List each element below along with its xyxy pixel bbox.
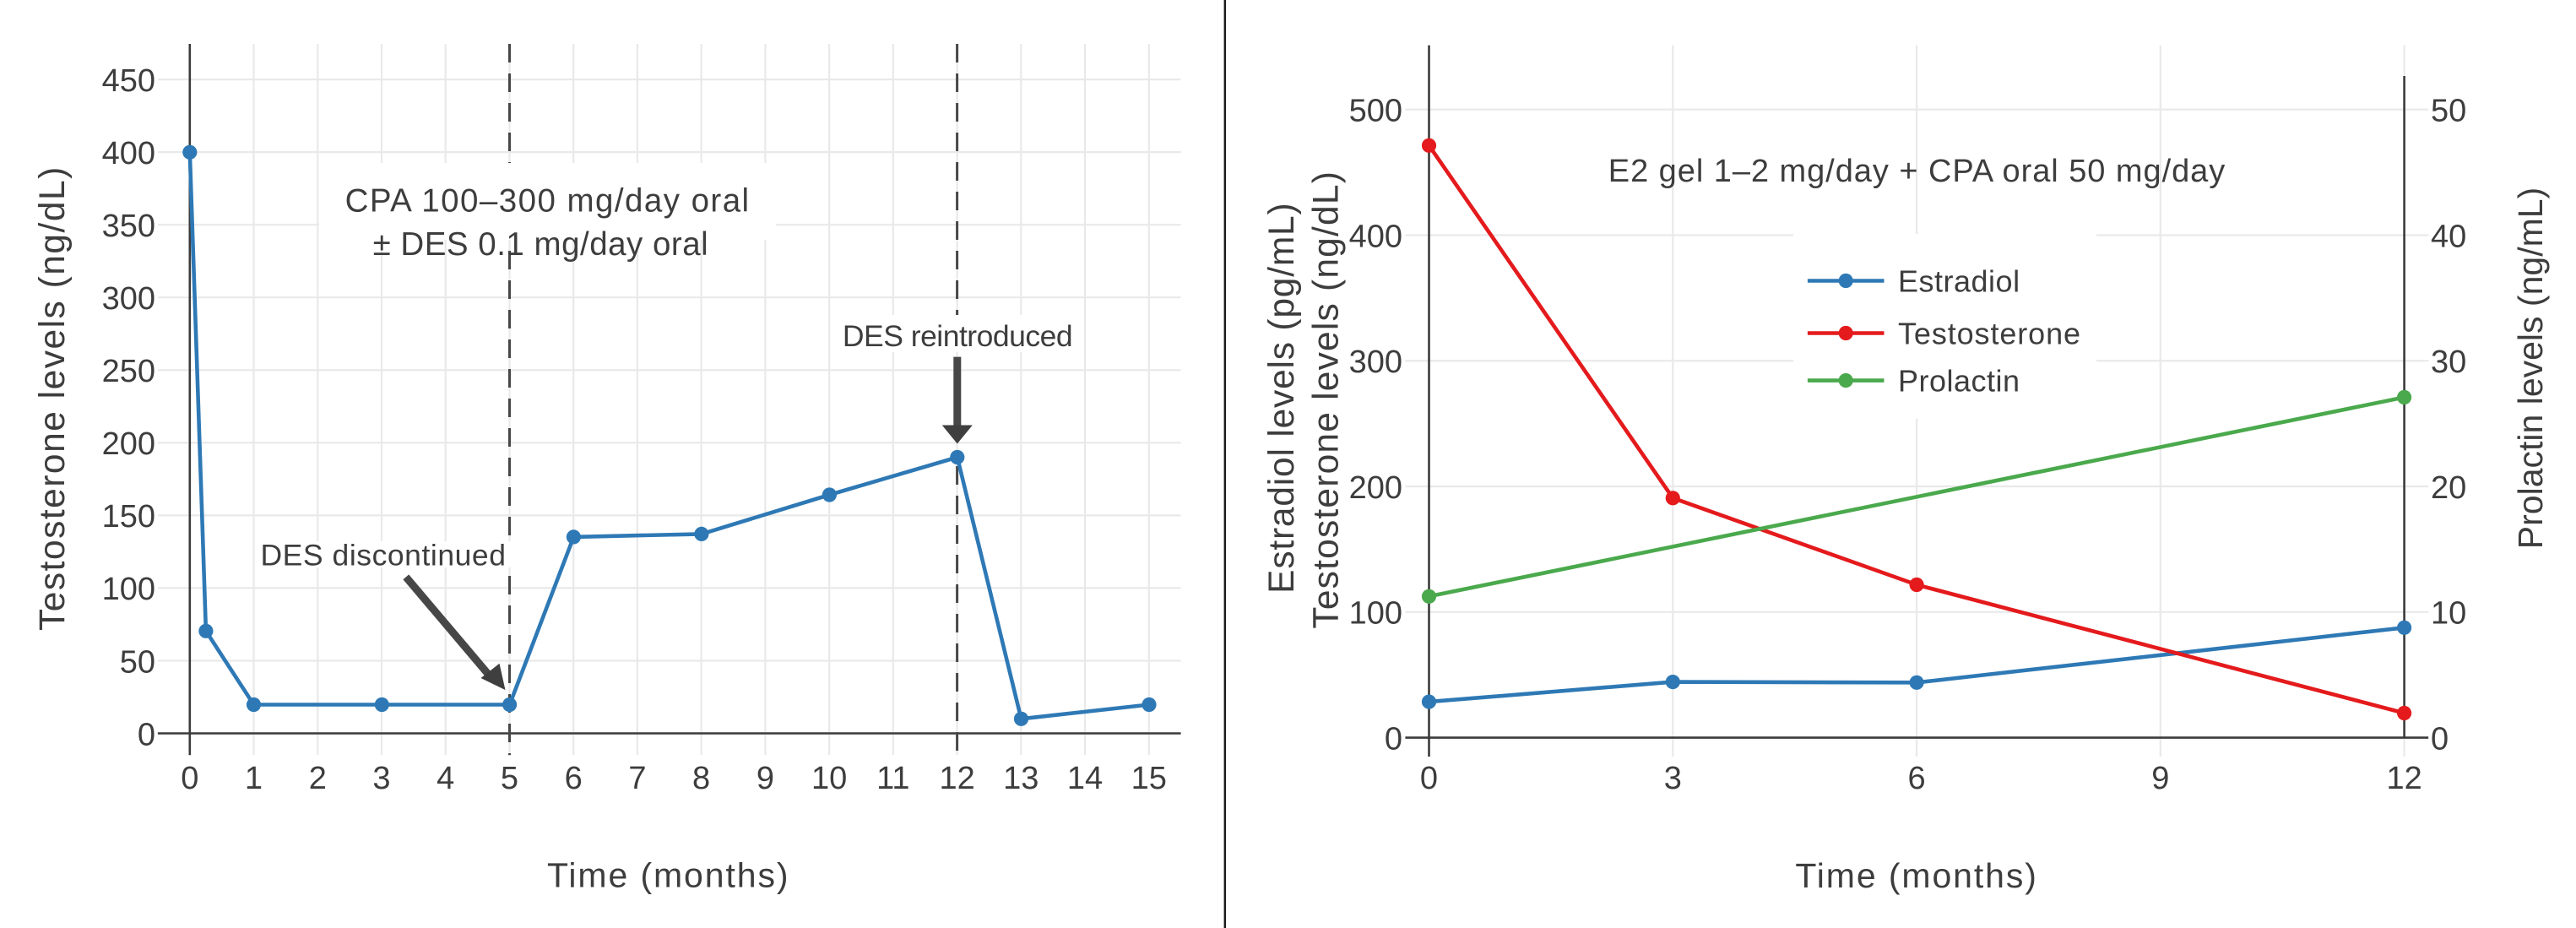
svg-text:200: 200 [102,426,155,462]
svg-text:2: 2 [309,761,327,796]
svg-text:4: 4 [437,761,454,796]
svg-text:E2 gel 1–2 mg/day + CPA oral 5: E2 gel 1–2 mg/day + CPA oral 50 mg/day [1608,154,2226,189]
svg-text:CPA 100–300 mg/day oral: CPA 100–300 mg/day oral [345,182,751,219]
svg-text:Prolactin: Prolactin [1898,364,2020,399]
svg-text:30: 30 [2431,345,2466,380]
svg-text:Prolactin levels (ng/mL): Prolactin levels (ng/mL) [2511,187,2550,549]
svg-text:0: 0 [1385,721,1402,757]
svg-text:10: 10 [2431,596,2466,632]
svg-text:7: 7 [628,761,646,796]
svg-text:14: 14 [1067,761,1103,796]
svg-text:50: 50 [2431,94,2466,129]
svg-text:40: 40 [2431,219,2466,254]
svg-text:450: 450 [102,63,155,99]
svg-text:500: 500 [1349,94,1402,129]
svg-text:Testosterone levels (ng/dL): Testosterone levels (ng/dL) [33,166,73,631]
svg-text:Testosterone levels (ng/dL): Testosterone levels (ng/dL) [1307,171,1347,629]
svg-text:Estradiol levels (pg/mL): Estradiol levels (pg/mL) [1262,203,1302,594]
svg-text:12: 12 [2386,761,2421,796]
svg-text:Time (months): Time (months) [1795,856,2037,895]
svg-text:0: 0 [138,717,155,752]
svg-text:50: 50 [120,644,155,680]
svg-text:3: 3 [1664,761,1682,796]
svg-text:9: 9 [757,761,774,796]
svg-text:13: 13 [1003,761,1039,796]
svg-text:350: 350 [102,209,155,244]
svg-text:0: 0 [1420,761,1438,796]
svg-text:DES reintroduced: DES reintroduced [843,319,1072,353]
svg-text:20: 20 [2431,470,2466,506]
svg-text:3: 3 [372,761,390,796]
svg-text:150: 150 [102,499,155,535]
svg-text:5: 5 [501,761,518,796]
svg-text:10: 10 [811,761,847,796]
svg-text:250: 250 [102,354,155,389]
svg-text:8: 8 [692,761,710,796]
svg-text:DES discontinued: DES discontinued [261,539,507,573]
svg-text:300: 300 [1349,345,1402,380]
svg-text:Time (months): Time (months) [547,856,789,895]
svg-text:Testosterone: Testosterone [1898,317,2081,351]
svg-text:400: 400 [1349,219,1402,254]
svg-text:± DES 0.1 mg/day oral: ± DES 0.1 mg/day oral [373,226,709,263]
svg-text:1: 1 [245,761,263,796]
svg-text:11: 11 [876,761,909,796]
svg-text:Estradiol: Estradiol [1898,264,2020,299]
svg-text:0: 0 [2431,721,2449,757]
svg-text:300: 300 [102,281,155,317]
svg-text:15: 15 [1131,761,1167,796]
svg-text:6: 6 [565,761,583,796]
svg-text:9: 9 [2151,761,2169,796]
svg-text:100: 100 [102,572,155,607]
svg-text:6: 6 [1908,761,1926,796]
svg-text:0: 0 [181,761,198,796]
svg-text:200: 200 [1349,470,1402,506]
svg-text:400: 400 [102,136,155,171]
svg-text:12: 12 [939,761,974,796]
svg-text:100: 100 [1349,596,1402,632]
